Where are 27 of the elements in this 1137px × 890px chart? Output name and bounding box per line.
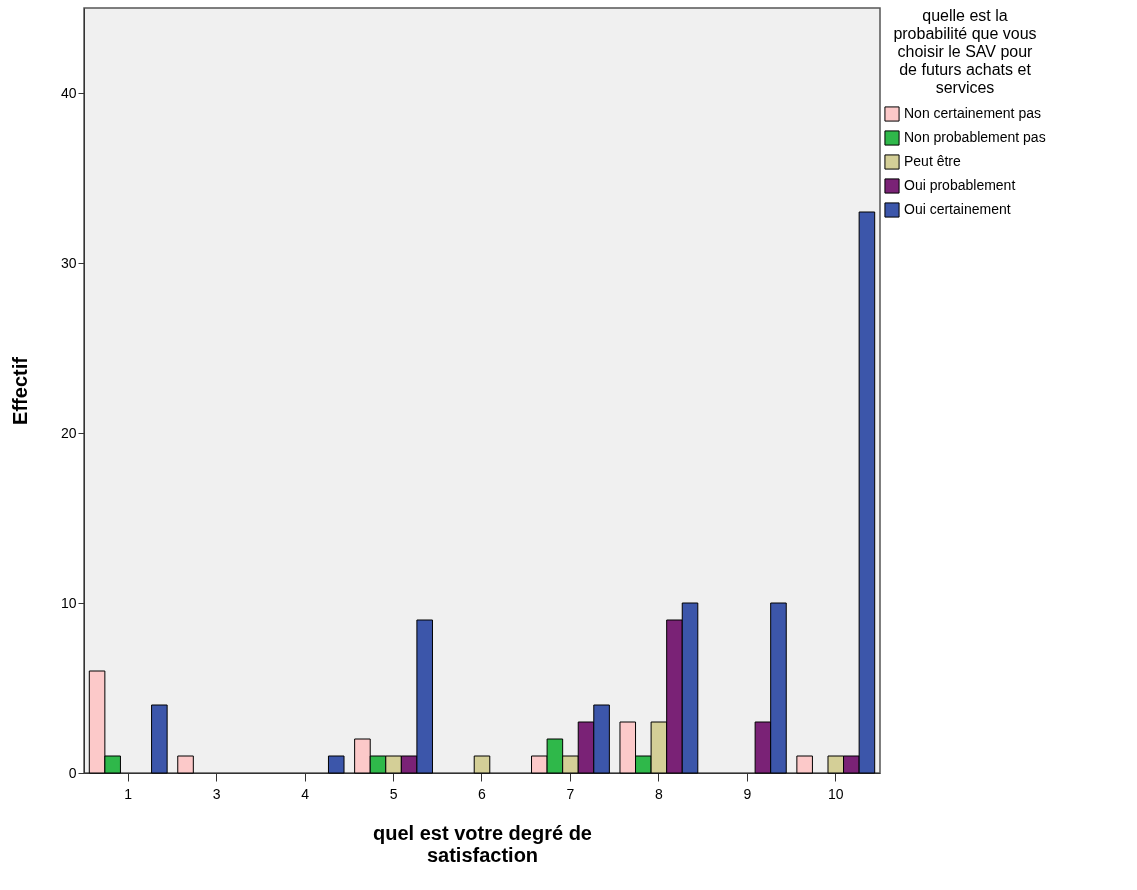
legend-label: Oui probablement: [904, 177, 1016, 193]
legend-title: quelle est la probabilité que vous choisir le SAV pour de futurs achats et services: [893, 7, 1037, 96]
y-axis-title: Effectif: [8, 356, 31, 425]
bar: [151, 704, 168, 774]
x-tick-label: 10: [827, 785, 844, 802]
x-tick-label: 6: [478, 785, 487, 802]
bar: [473, 755, 491, 774]
bar: [327, 755, 345, 774]
y-tick-label: 30: [60, 254, 77, 271]
legend-label: Oui certainement: [904, 201, 1011, 217]
bar: [796, 755, 813, 774]
legend-label: Non certainement pas: [904, 105, 1041, 121]
y-tick-label: 40: [60, 84, 77, 101]
legend-label: Non probablement pas: [904, 129, 1046, 145]
x-tick-label: 8: [654, 785, 663, 802]
x-tick-label: 7: [566, 785, 575, 802]
y-tick-label: 10: [60, 594, 77, 611]
x-tick-label: 3: [212, 785, 221, 802]
y-tick-label: 20: [60, 424, 77, 441]
legend-label: Peut être: [904, 153, 962, 169]
x-tick-label: 1: [124, 785, 133, 802]
x-axis-title: quel est votre degré de satisfaction: [373, 821, 592, 866]
bar: [177, 755, 194, 774]
x-tick-label: 5: [389, 785, 398, 802]
x-tick-label: 9: [743, 785, 752, 802]
y-tick-label: 0: [68, 764, 77, 781]
x-tick-label: 4: [301, 785, 310, 802]
